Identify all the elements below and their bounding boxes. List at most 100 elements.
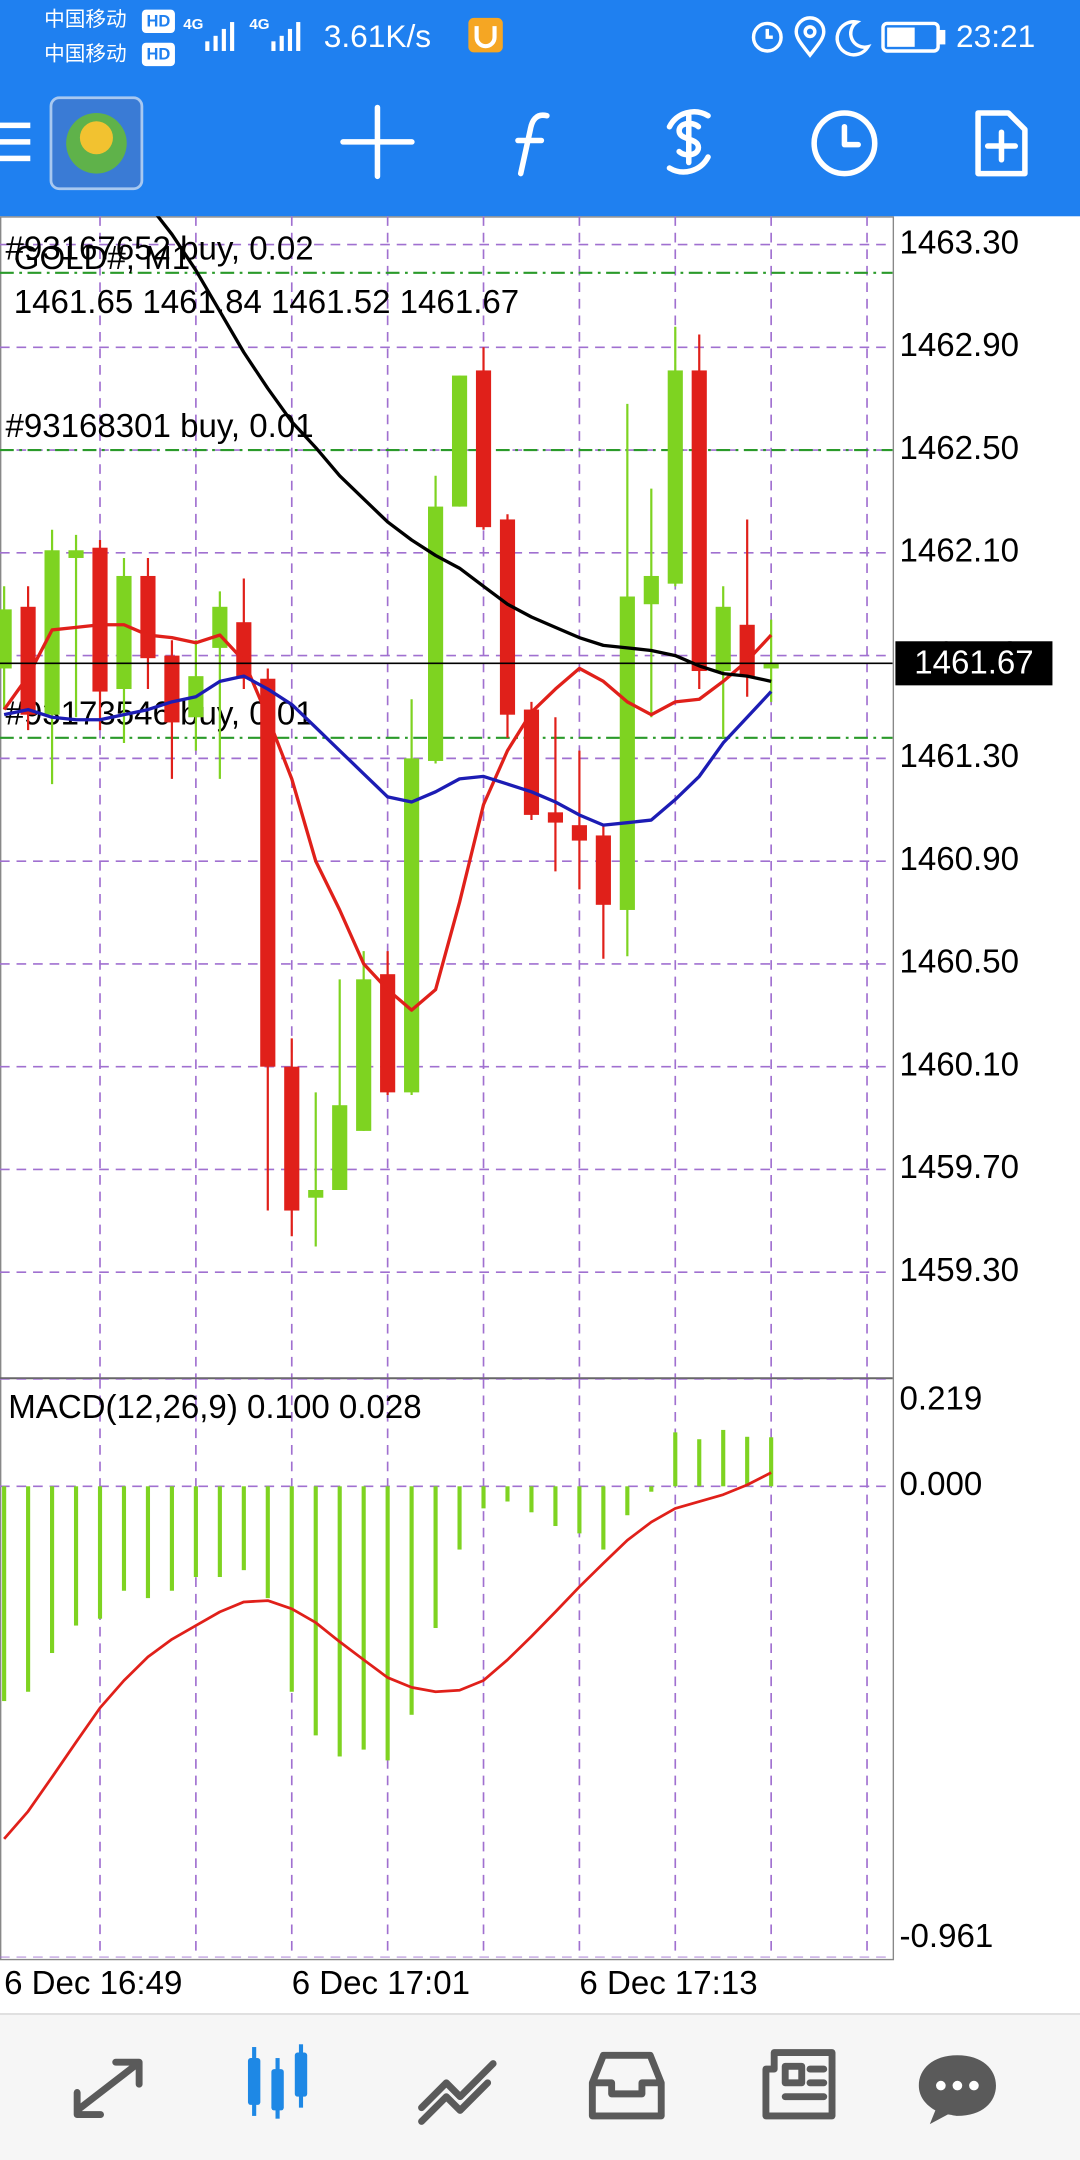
signal [205,22,301,51]
candle-body [619,596,635,910]
histogram-bar [145,1486,151,1599]
y-tick-label: 1463.30 [900,224,1019,261]
candle-body [547,812,564,823]
histogram-bar [169,1486,174,1591]
chart-tab[interactable] [247,2044,308,2119]
candle-body [667,370,683,584]
order-label: #93167652 buy, 0.02 [6,230,314,267]
histogram-bar [433,1486,438,1629]
candle-body [92,547,108,692]
candle-body [356,979,372,1131]
histogram-bar [553,1486,558,1527]
candle-body [739,624,755,677]
history-tab[interactable] [588,2051,665,2120]
candle-body [428,506,444,761]
macd-title: MACD(12,26,9) 0.100 0.028 [8,1389,421,1426]
histogram-bar [529,1486,534,1513]
candle-body [595,835,611,905]
histogram-bar [457,1486,462,1550]
new-order-icon[interactable] [975,110,1028,177]
candle-body [691,370,707,672]
candle-body [236,622,252,679]
y-tick-label: 1460.10 [900,1046,1019,1083]
order-label: #93168301 buy, 0.01 [6,408,314,445]
status-icons [751,16,946,58]
histogram-bar [769,1437,774,1487]
y-tick-label: 1460.90 [900,841,1019,878]
y-tick-label: 0.219 [900,1381,983,1418]
candle-body [284,1066,300,1211]
candle-body [164,655,180,723]
candle-body [0,609,12,669]
x-tick-label: 6 Dec 17:13 [579,1965,757,2002]
carrier: 中国移动 [44,8,127,31]
net-speed: 3.61K/s [324,18,431,54]
indicator-line [155,216,772,683]
clock: 23:21 [956,18,1035,54]
candle-body [140,575,156,659]
carrier: 中国移动 [44,43,127,66]
candle-body [308,1189,324,1198]
macd-pane [0,1378,893,1958]
histogram-bar [601,1486,606,1550]
chart-title: GOLD#, M1 [14,240,190,277]
trade-icon[interactable] [666,109,711,175]
histogram-bar [505,1486,510,1502]
badge-bg [141,9,175,34]
histogram-bar [697,1439,702,1487]
chat-tab[interactable] [918,2055,996,2125]
candle-body [20,606,36,715]
app-logo-sun [79,121,113,155]
candle-body [763,663,779,669]
histogram-bar [337,1486,342,1757]
histogram-bar [361,1486,366,1750]
network: 4G [249,16,269,33]
y-tick-label: 1462.50 [900,430,1019,467]
candle-body [68,550,84,558]
indicator-icon[interactable] [515,112,550,177]
y-tick-label: 1460.50 [900,944,1019,981]
histogram-bar [649,1486,654,1492]
ohlc-info: 1461.65 1461.84 1461.52 1461.67 [14,284,519,321]
indicator-line [3,674,773,827]
histogram-bar [97,1486,103,1619]
y-tick-label: -0.961 [900,1918,994,1955]
app-icon-glyph [474,26,497,49]
candle-body [260,678,276,1067]
candle-body [715,606,731,672]
x-tick-label: 6 Dec 16:49 [4,1965,182,2002]
histogram-bar [50,1486,55,1654]
x-tick-label: 6 Dec 17:01 [292,1965,470,2002]
history-icon[interactable] [811,110,878,177]
battery-level [887,27,915,47]
crosshair-icon[interactable] [340,104,415,180]
y-tick-label: 1459.30 [900,1252,1019,1289]
news-tab[interactable] [762,2049,836,2120]
histogram-bar [577,1486,582,1534]
histogram-bar [745,1436,750,1487]
histogram-bar [385,1486,390,1761]
histogram-bar [193,1486,198,1578]
current-price-label: 1461.67 [914,644,1033,681]
candle-body [451,375,468,507]
trade-tab[interactable] [418,2060,497,2125]
histogram-bar [673,1432,678,1487]
quotes-tab[interactable] [73,2058,143,2118]
candle-body [499,519,516,715]
axes: 1463.301462.901462.501462.101461.701461.… [4,224,1053,2002]
candle-body [116,575,132,690]
current-price-box [895,641,1053,686]
indicator-line [2,623,773,1012]
histogram-bar [2,1486,7,1702]
main-pane: #93167652 buy, 0.02#93168301 buy, 0.01#9… [0,216,893,1378]
y-tick-label: 1462.90 [900,327,1019,364]
histogram-bar [409,1486,414,1715]
histogram-bar [289,1486,294,1692]
menu-icon[interactable] [0,122,31,162]
histogram-bar [625,1486,630,1516]
candle-body [571,825,587,841]
chart-frame [0,216,895,1961]
y-tick-label: 0.000 [900,1466,983,1503]
